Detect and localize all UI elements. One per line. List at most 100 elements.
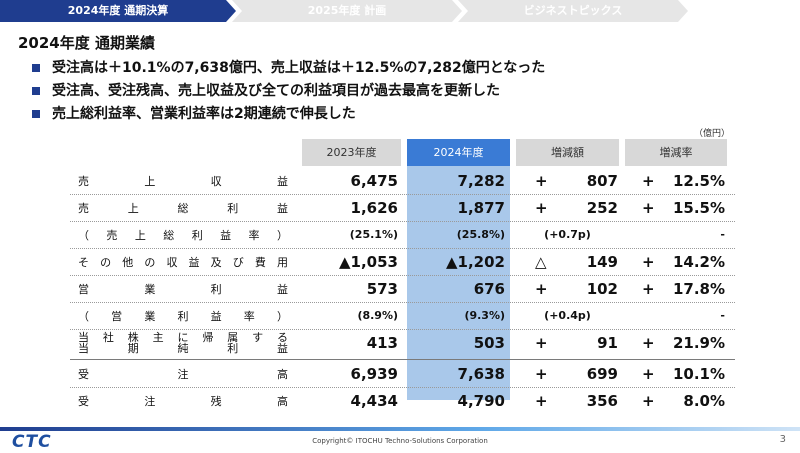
tab-business-topics[interactable]: ビジネストピックス <box>458 0 688 22</box>
label-char: 業 <box>144 310 156 323</box>
label-char: 高 <box>277 368 288 381</box>
label-char: 残 <box>210 395 222 408</box>
value-2023: ▲1,053 <box>339 253 398 271</box>
row-label: 受注残高 <box>78 388 288 414</box>
label-char: 注 <box>144 395 156 408</box>
label-char: 上 <box>127 202 139 215</box>
label-char: 益 <box>210 310 222 323</box>
row-divider <box>70 194 735 195</box>
label-char: ） <box>276 229 288 242</box>
value-2023: (8.9%) <box>357 309 398 322</box>
value-2024: (9.3%) <box>464 309 505 322</box>
ctc-logo: CTC <box>12 432 52 452</box>
bullet-text: 売上総利益率、営業利益率は2期連続で伸長した <box>52 106 356 122</box>
row-label: （ 売 上 総 利 益 率 ） <box>78 222 288 248</box>
row-divider <box>70 387 735 388</box>
label-char: 益 <box>188 256 200 269</box>
row-label: 受注高 <box>78 361 288 387</box>
label-char: 純 <box>177 342 189 355</box>
label-char: 益 <box>276 175 288 188</box>
page-title: 2024年度 通期業績 <box>18 34 155 52</box>
value-2024: 4,790 <box>457 392 505 410</box>
tab-label: 2024年度 通期決算 <box>67 4 169 17</box>
row-label: （ 営 業 利 益 率 ） <box>78 303 288 329</box>
label-char: 注 <box>177 368 189 381</box>
diff-sign: + <box>535 199 548 217</box>
table-row: 売 上 総 利 益 1,626 1,877 + 252 + 15.5% <box>70 195 735 221</box>
label-char: 利 <box>177 310 189 323</box>
footer-rule <box>0 427 800 431</box>
bullet-text: 受注高、受注残高、売上収益及び全ての利益項目が過去最高を更新した <box>52 83 500 99</box>
label-char: 総 <box>163 229 175 242</box>
label-char: 高 <box>276 395 288 408</box>
diff-value: (+0.7p) <box>544 228 591 241</box>
label-char: 売 <box>78 175 89 188</box>
table-row: （ 営 業 利 益 率 ） (8.9%) (9.3%) (+0.4p) - <box>70 303 735 329</box>
label-char: 当 <box>78 342 89 355</box>
diff-value: (+0.4p) <box>544 309 591 322</box>
column-2024-highlight <box>407 166 510 400</box>
row-divider <box>70 221 735 222</box>
table-row: その他の収益及び費用 ▲1,053 ▲1,202 △ 149 + 14.2% <box>70 249 735 275</box>
bullet-square-icon <box>32 64 40 72</box>
label-char: 利 <box>191 229 203 242</box>
diff-sign: + <box>535 280 548 298</box>
value-2024: 1,877 <box>457 199 505 217</box>
diff-sign: + <box>535 172 548 190</box>
label-char: 益 <box>277 342 288 355</box>
label-char: 率 <box>243 310 255 323</box>
rate-value: 21.9% <box>672 334 725 352</box>
rate-value: 10.1% <box>672 365 725 383</box>
rate-value: 15.5% <box>672 199 725 217</box>
copyright-text: Copyright© ITOCHU Techno-Solutions Corpo… <box>312 437 488 445</box>
label-char: 売 <box>78 202 89 215</box>
table-row: 売 上 収 益 6,475 7,282 + 807 + 12.5% <box>70 168 735 194</box>
bullet-text: 受注高は＋10.1%の7,638億円、売上収益は＋12.5%の7,282億円とな… <box>52 60 546 76</box>
label-char: の <box>100 256 112 269</box>
rate-sign: + <box>642 280 655 298</box>
diff-sign: + <box>535 392 548 410</box>
label-char: 株 <box>127 331 139 344</box>
label-char: 総 <box>177 202 189 215</box>
label-char: 収 <box>166 256 178 269</box>
label-char: 益 <box>220 229 232 242</box>
rate-sign: + <box>642 365 655 383</box>
value-2024: 503 <box>473 334 505 352</box>
diff-value: 149 <box>586 253 618 271</box>
row-label: その他の収益及び費用 <box>78 249 288 275</box>
row-label-line: 当期純利益 <box>78 343 288 354</box>
label-char: の <box>144 256 156 269</box>
label-char: 営 <box>111 310 123 323</box>
tab-2024-results[interactable]: 2024年度 通期決算 <box>0 0 236 22</box>
diff-value: 807 <box>586 172 618 190</box>
bullet-list: 受注高は＋10.1%の7,638億円、売上収益は＋12.5%の7,282億円とな… <box>32 58 545 127</box>
row-divider <box>70 302 735 303</box>
diff-value: 699 <box>586 365 618 383</box>
row-label-line: 当社株主に帰属する <box>78 332 288 343</box>
bullet-item: 受注高、受注残高、売上収益及び全ての利益項目が過去最高を更新した <box>32 81 545 104</box>
table-row: 当社株主に帰属する 当期純利益 413 503 + 91 + 21.9% <box>70 330 735 358</box>
table-row: 営 業 利 益 573 676 + 102 + 17.8% <box>70 276 735 302</box>
label-char: 上 <box>134 229 146 242</box>
table-row: （ 売 上 総 利 益 率 ） (25.1%) (25.8%) (+0.7p) - <box>70 222 735 248</box>
bullet-square-icon <box>32 87 40 95</box>
tab-2025-plan[interactable]: 2025年度 計画 <box>232 0 462 22</box>
row-label: 売上収益 <box>78 168 288 194</box>
bullet-item: 売上総利益率、営業利益率は2期連続で伸長した <box>32 104 545 127</box>
rate-value: - <box>720 228 725 241</box>
header-diff: 増減額 <box>516 139 619 166</box>
label-char: 受 <box>78 395 89 408</box>
row-divider <box>70 329 735 330</box>
value-2024: 7,638 <box>457 365 505 383</box>
label-char: 上 <box>144 175 156 188</box>
diff-sign: △ <box>535 253 547 271</box>
diff-value: 102 <box>586 280 618 298</box>
value-2023: 4,434 <box>350 392 398 410</box>
label-char: ） <box>276 310 288 323</box>
label-char: び <box>232 256 244 269</box>
label-char: 期 <box>127 342 139 355</box>
value-2023: 6,475 <box>350 172 398 190</box>
table-row: 受 注 高 6,939 7,638 + 699 + 10.1% <box>70 361 735 387</box>
label-char: 属 <box>227 331 239 344</box>
label-char: （ <box>78 310 89 323</box>
